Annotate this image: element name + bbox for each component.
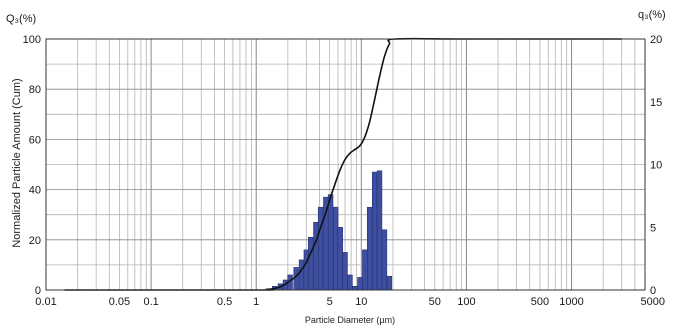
x-tick-label: 500 bbox=[531, 296, 549, 308]
distribution-bar bbox=[327, 194, 334, 291]
x-tick-label: 0.01 bbox=[35, 296, 56, 308]
y-right-tick-label: 5 bbox=[650, 222, 656, 234]
x-tick-label: 1 bbox=[253, 296, 259, 308]
y-left-tick-label: 0 bbox=[35, 285, 41, 297]
plot-frame bbox=[45, 38, 646, 291]
distribution-bar bbox=[357, 277, 363, 291]
distribution-bar bbox=[366, 206, 373, 291]
y-left-tick-label: 100 bbox=[23, 34, 41, 46]
x-tick-label: 0.05 bbox=[109, 296, 130, 308]
y-left-tick-labels: 0 20 40 60 80 100 bbox=[23, 34, 41, 297]
x-tick-label: 0.5 bbox=[217, 296, 232, 308]
cumulative-line bbox=[64, 37, 622, 291]
distribution-bar bbox=[298, 259, 305, 291]
x-tick-label: 50 bbox=[429, 296, 441, 308]
distribution-bar bbox=[372, 171, 378, 291]
distribution-bar bbox=[362, 249, 368, 291]
distribution-bar bbox=[381, 229, 388, 291]
distribution-bar bbox=[337, 227, 343, 291]
distribution-bar bbox=[342, 252, 348, 291]
y-right-tick-labels: 0 5 10 15 20 bbox=[650, 34, 662, 297]
y-right-tick-label: 0 bbox=[650, 285, 656, 297]
y-right-tick-label: 10 bbox=[650, 160, 662, 172]
y-left-unit: Q₃(%) bbox=[6, 13, 36, 25]
x-tick-label: 1000 bbox=[559, 296, 583, 308]
distribution-bar bbox=[347, 274, 353, 291]
distribution-bar bbox=[386, 275, 393, 291]
x-axis-title: Particle Diameter (µm) bbox=[305, 315, 395, 325]
distribution-bar bbox=[332, 206, 339, 291]
distribution-bar bbox=[293, 267, 299, 291]
y-right-unit: q₃(%) bbox=[638, 9, 666, 21]
distribution-bar bbox=[313, 221, 319, 291]
y-axis-title: Normalized Particle Amount (Cum) bbox=[11, 78, 23, 247]
x-tick-labels: 0.01 0.05 0.1 0.5 1 5 10 50 100 500 1000 5000 bbox=[35, 296, 665, 308]
x-tick-label: 5 bbox=[327, 296, 333, 308]
x-tick-label: 100 bbox=[457, 296, 475, 308]
y-left-tick-label: 40 bbox=[29, 185, 41, 197]
distribution-bar bbox=[308, 237, 314, 291]
x-tick-label: 0.1 bbox=[143, 296, 158, 308]
y-left-tick-label: 80 bbox=[29, 84, 41, 96]
distribution-bar bbox=[376, 170, 383, 291]
y-left-tick-label: 20 bbox=[29, 235, 41, 247]
x-tick-label: 5000 bbox=[641, 296, 665, 308]
y-right-tick-label: 15 bbox=[650, 97, 662, 109]
y-right-tick-label: 20 bbox=[650, 34, 662, 46]
distribution-bars bbox=[265, 170, 393, 291]
distribution-bar bbox=[352, 285, 358, 291]
y-left-tick-label: 60 bbox=[29, 134, 41, 146]
x-tick-label: 10 bbox=[355, 296, 367, 308]
distribution-bar bbox=[317, 206, 324, 291]
